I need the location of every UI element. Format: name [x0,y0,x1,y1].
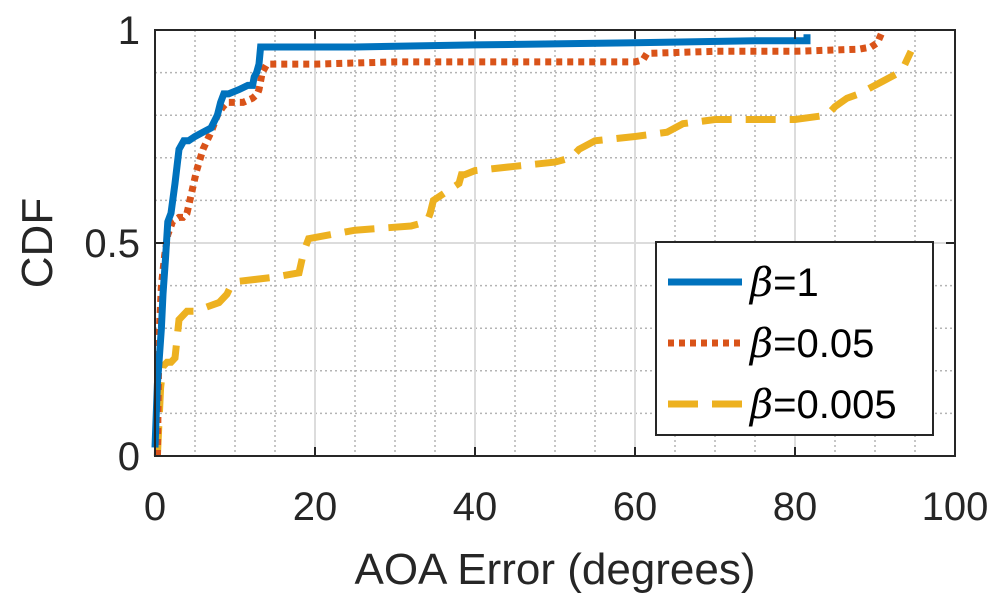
legend-label-beta-0-05: β=0.05 [748,321,874,367]
y-tick-labels: 00.51 [84,9,140,479]
y-tick-label: 0.5 [84,222,140,266]
legend-value: =0.05 [773,322,874,366]
x-tick-label: 40 [453,485,498,529]
beta-symbol: β [748,382,773,428]
legend: β=1 β=0.05 β=0.005 [655,241,934,436]
series-line-solid [151,34,811,448]
x-tick-labels: 0 20 40 60 80 100 [144,485,989,529]
x-tick-label: 60 [613,485,658,529]
beta-symbol: β [748,260,773,306]
legend-box [655,241,934,436]
y-tick-label: 0 [118,435,140,479]
x-tick-label: 0 [144,485,166,529]
tick-marks [154,29,956,457]
y-tick-label: 1 [118,9,140,53]
beta-symbol: β [748,321,773,367]
x-tick-label: 20 [293,485,338,529]
y-axis-title: CDF [13,198,62,288]
x-tick-label: 100 [922,485,989,529]
x-tick-label: 80 [773,485,818,529]
legend-label-beta-0-005: β=0.005 [748,382,897,428]
series-line-dashed [153,49,915,457]
series-line-dotted [153,28,887,457]
series-layer [151,28,915,457]
legend-value: =1 [773,261,819,305]
legend-value: =0.005 [773,383,896,427]
x-axis-title: AOA Error (degrees) [354,545,755,594]
legend-label-beta-1: β=1 [748,260,819,306]
